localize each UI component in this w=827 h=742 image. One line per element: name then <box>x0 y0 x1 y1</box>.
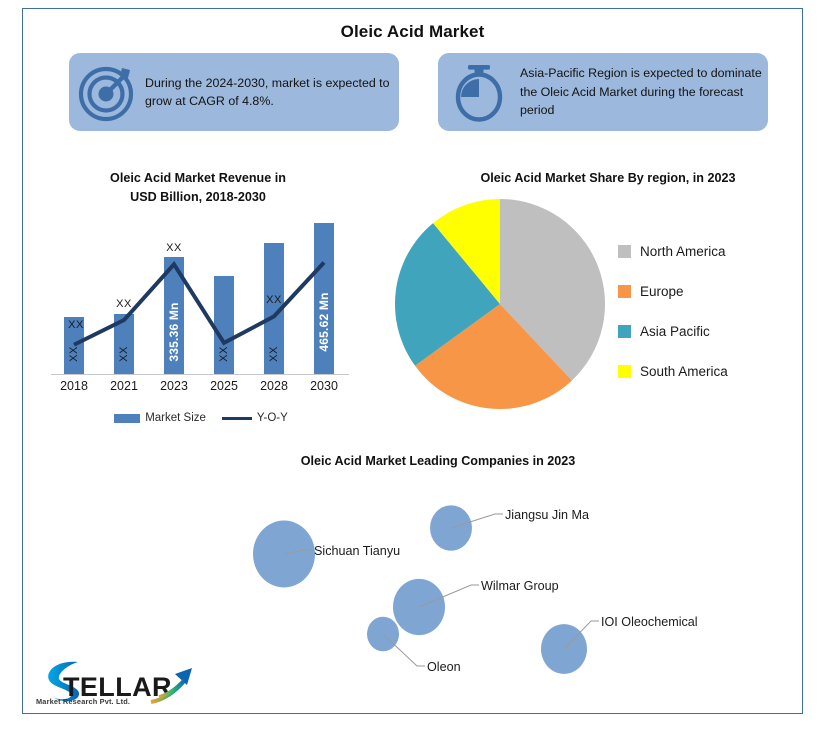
infographic-frame: Oleic Acid Market During the 2024-2030, … <box>22 8 803 714</box>
pie-legend-label: North America <box>640 243 726 259</box>
pie-legend-label: South America <box>640 363 728 379</box>
x-axis-tick-label: 2025 <box>210 379 238 393</box>
bar-column: 335.36 Mn <box>155 214 193 374</box>
bar-column: XX <box>55 214 93 374</box>
bar-rect: XX <box>114 313 134 374</box>
x-axis-tick-label: 2018 <box>60 379 88 393</box>
pie-legend-swatch-icon <box>618 364 631 378</box>
pie-legend-item: South America <box>618 351 798 391</box>
svg-text:TELLAR: TELLAR <box>63 672 172 702</box>
pie-legend-swatch-icon <box>618 324 631 338</box>
bar-chart-legend: Market Size Y-O-Y <box>51 412 351 424</box>
bubble-chart-title: Oleic Acid Market Leading Companies in 2… <box>300 454 576 468</box>
pie-slice <box>500 199 605 381</box>
highlight-text-cagr: During the 2024-2030, market is expected… <box>145 75 390 108</box>
bar-chart-title: Oleic Acid Market Revenue in USD Billion… <box>53 169 343 207</box>
pie-legend-item: Europe <box>618 271 798 311</box>
logo-subtitle: Market Research Pvt. Ltd. <box>36 697 131 706</box>
x-axis-tick-label: 2021 <box>110 379 138 393</box>
pie-chart-legend: North America Europe Asia Pacific South Ame… <box>618 231 798 391</box>
pie-legend-swatch-icon <box>618 244 631 258</box>
bubble-leader-line <box>283 549 312 555</box>
x-axis-line <box>51 374 349 375</box>
bar-chart-title-line1: Oleic Acid Market Revenue in <box>110 171 286 185</box>
bubble-chart: Sichuan Tianyu Jiangsu Jin Ma Wilmar Group… <box>223 479 783 684</box>
x-axis-tick-label: 2028 <box>260 379 288 393</box>
bar-rect: XX <box>214 276 234 374</box>
legend-label-yoy: Y-O-Y <box>256 412 288 424</box>
yoy-value-label: XX <box>166 242 182 255</box>
pie-chart-svg <box>395 199 605 409</box>
bar-chart-title-line2: USD Billion, 2018-2030 <box>130 189 266 204</box>
bubble-label: IOI Oleochemical <box>601 615 698 629</box>
bar-column: XX <box>105 214 143 374</box>
bar-rect: 465.62 Mn <box>314 223 334 374</box>
pie-slice <box>395 223 500 366</box>
bar-chart: XX XX 335.36 Mn XX XX 465.62 Mn 2018 2021 2023 2… <box>51 214 351 424</box>
target-icon <box>77 61 139 123</box>
legend-item-yoy: Y-O-Y <box>221 412 288 424</box>
stellar-logo: TELLAR <box>35 654 215 716</box>
yoy-value-label: XX <box>266 294 282 307</box>
yoy-value-label: XX <box>116 298 132 311</box>
bubble-label: Jiangsu Jin Ma <box>505 508 589 522</box>
bubble-leader-line <box>418 584 479 608</box>
bubble-label: Wilmar Group <box>481 579 559 593</box>
bubble-chart-svg: Sichuan Tianyu Jiangsu Jin Ma Wilmar Group… <box>253 505 698 674</box>
legend-swatch-bar-icon <box>114 413 141 423</box>
bar-value-label: XX <box>68 346 80 362</box>
legend-item-market-size: Market Size <box>114 412 206 424</box>
pie-legend-item: North America <box>618 231 798 271</box>
legend-swatch-line-icon <box>221 416 252 420</box>
highlight-box-cagr: During the 2024-2030, market is expected… <box>69 53 399 131</box>
x-axis-tick-label: 2030 <box>310 379 338 393</box>
legend-label-market-size: Market Size <box>145 412 206 424</box>
bar-column: XX <box>205 214 243 374</box>
bar-value-label: 335.36 Mn <box>167 302 181 362</box>
pie-legend-swatch-icon <box>618 284 631 298</box>
bubble-leader-line <box>563 620 599 650</box>
bubble-leader-line <box>382 633 425 667</box>
pie-legend-item: Asia Pacific <box>618 311 798 351</box>
highlight-text-region: Asia-Pacific Region is expected to domin… <box>520 66 762 118</box>
pie-chart <box>394 198 606 410</box>
pie-legend-label: Europe <box>640 283 684 299</box>
yoy-value-label: XX <box>68 318 84 331</box>
bubble-label: Oleon <box>427 660 461 674</box>
bar-rect: 335.36 Mn <box>164 256 184 374</box>
pie-slice <box>433 199 500 304</box>
bar-column: 465.62 Mn <box>305 214 343 374</box>
stopwatch-icon <box>448 61 510 123</box>
bar-value-label: XX <box>118 346 130 362</box>
page-title: Oleic Acid Market <box>340 22 485 41</box>
bubble-leader-line <box>450 513 503 529</box>
bar-value-label: XX <box>218 346 230 362</box>
bar-rect: XX <box>264 243 284 374</box>
company-bubble <box>393 578 445 636</box>
bubble-label: Sichuan Tianyu <box>314 544 400 558</box>
bar-plot-area: XX XX 335.36 Mn XX XX 465.62 Mn <box>51 214 351 374</box>
bar-value-label: XX <box>268 346 280 362</box>
highlight-box-region: Asia-Pacific Region is expected to domin… <box>438 53 768 131</box>
pie-chart-title: Oleic Acid Market Share By region, in 20… <box>480 171 736 185</box>
pie-slice <box>415 304 572 409</box>
pie-legend-label: Asia Pacific <box>640 323 710 339</box>
bar-value-label: 465.62 Mn <box>317 292 331 352</box>
x-axis-tick-label: 2023 <box>160 379 188 393</box>
